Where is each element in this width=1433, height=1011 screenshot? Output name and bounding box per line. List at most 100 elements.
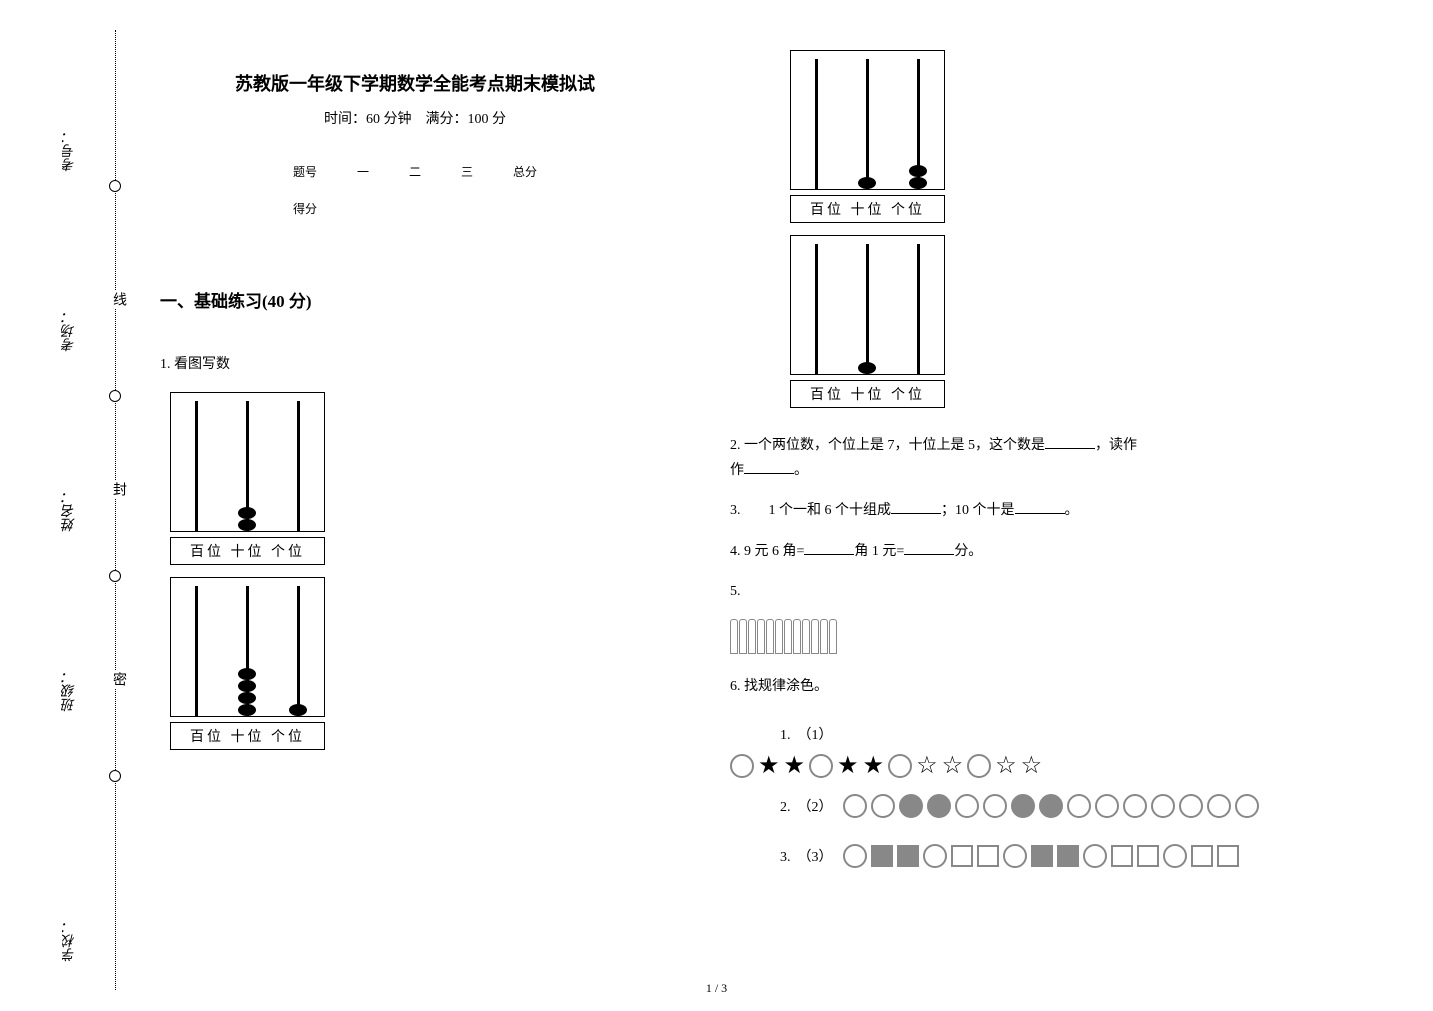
q2-text: ，读作 (1095, 438, 1137, 453)
abacus-ones-col (297, 586, 300, 716)
star-filled-icon: ★ (784, 754, 806, 778)
bead-icon (238, 704, 256, 716)
abacus-columns (171, 401, 324, 531)
abacus-diagram (790, 50, 945, 190)
book-icon (784, 619, 792, 654)
place-value-labels: 百位 十位 个位 (170, 722, 325, 750)
abacus-columns (791, 59, 944, 189)
table-cell: 二 (389, 153, 441, 190)
abacus-ones-col (917, 244, 920, 374)
book-icon (820, 619, 828, 654)
book-icon (739, 619, 747, 654)
book-icon (793, 619, 801, 654)
binding-char-line: 线 (108, 290, 128, 308)
circle-outline-icon (1179, 794, 1203, 818)
place-value-labels: 百位 十位 个位 (790, 380, 945, 408)
square-filled-icon (1031, 845, 1053, 867)
question-1-label: 1. 看图写数 (160, 352, 670, 377)
circle-filled-icon (1011, 794, 1035, 818)
abacus-diagram (170, 392, 325, 532)
table-cell (493, 190, 557, 227)
sub-item-3: 3. （3） (780, 836, 1310, 876)
circle-outline-icon (1207, 794, 1231, 818)
star-outline-icon: ☆ (1021, 754, 1043, 778)
q3-text: 。 (1065, 503, 1079, 518)
left-column: 苏教版一年级下学期数学全能考点期末模拟试 时间：60 分钟 满分：100 分 题… (160, 30, 670, 886)
pattern-3 (843, 844, 1239, 868)
question-3: 3. 1 个一和 6 个十组成；10 个十是。 (730, 498, 1310, 523)
star-filled-icon: ★ (758, 754, 780, 778)
circle-filled-icon (927, 794, 951, 818)
bead-icon (238, 519, 256, 531)
binding-label-class: 班级： (60, 670, 80, 712)
fill-blank (891, 500, 941, 514)
square-outline-icon (951, 845, 973, 867)
bead-icon (909, 165, 927, 177)
table-cell (337, 190, 389, 227)
binding-char-secret: 密 (108, 670, 128, 688)
bead-icon (909, 177, 927, 189)
book-icon (730, 619, 738, 654)
abacus-group: 百位 十位 个位 百位 十位 个位 (170, 392, 670, 750)
circle-outline-icon (955, 794, 979, 818)
square-outline-icon (977, 845, 999, 867)
q3-text: ；10 个十是 (941, 503, 1015, 518)
circle-filled-icon (1039, 794, 1063, 818)
page-container: 苏教版一年级下学期数学全能考点期末模拟试 时间：60 分钟 满分：100 分 题… (160, 30, 1400, 886)
circle-outline-icon (809, 754, 833, 778)
book-icon (748, 619, 756, 654)
exam-title: 苏教版一年级下学期数学全能考点期末模拟试 (160, 70, 670, 96)
circle-outline-icon (843, 794, 867, 818)
circle-outline-icon (983, 794, 1007, 818)
abacus-hundreds-col (195, 401, 198, 531)
pattern-1: ★★★★☆☆☆☆ (730, 754, 1310, 778)
circle-outline-icon (888, 754, 912, 778)
table-cell: 总分 (493, 153, 557, 190)
abacus-hundreds-col (815, 59, 818, 189)
table-row: 得分 (273, 190, 557, 227)
binding-char-seal: 封 (108, 480, 128, 498)
question-2: 2. 一个两位数，个位上是 7，十位上是 5，这个数是 ，读作作 。 (730, 433, 1310, 483)
sub-item-1: 1. （1） (780, 724, 1310, 744)
q2-text: 2. 一个两位数，个位上是 7，十位上是 5，这个数是 (730, 438, 1045, 453)
place-value-labels: 百位 十位 个位 (790, 195, 945, 223)
circle-outline-icon (1235, 794, 1259, 818)
circle-outline-icon (1003, 844, 1027, 868)
bookshelf-diagram (730, 619, 1310, 654)
star-filled-icon: ★ (863, 754, 885, 778)
score-table: 题号 一 二 三 总分 得分 (273, 153, 557, 227)
abacus-hundreds-col (815, 244, 818, 374)
book-icon (802, 619, 810, 654)
binding-label-room: 考场： (60, 310, 80, 352)
bead-icon (238, 668, 256, 680)
abacus-tens-col (866, 244, 869, 374)
binding-circle (109, 570, 121, 582)
question-6-label: 6. 找规律涂色。 (730, 674, 1310, 699)
q2-text-prefix: 作 (730, 463, 744, 478)
fill-blank (904, 541, 954, 555)
table-cell: 得分 (273, 190, 337, 227)
right-column: 百位 十位 个位 百位 十位 个位 2. 一个两位数，个位上是 7，十位上是 5… (730, 30, 1310, 886)
sub-label: 1. （1） (780, 724, 833, 744)
table-row: 题号 一 二 三 总分 (273, 153, 557, 190)
bead-icon (238, 680, 256, 692)
q4-text: 4. 9 元 6 角= (730, 544, 804, 559)
table-cell (389, 190, 441, 227)
book-icon (757, 619, 765, 654)
fill-blank (1015, 500, 1065, 514)
fill-blank (744, 460, 794, 474)
fill-blank (804, 541, 854, 555)
abacus-tens-col (246, 586, 249, 716)
star-outline-icon: ☆ (916, 754, 938, 778)
square-filled-icon (871, 845, 893, 867)
circle-outline-icon (1151, 794, 1175, 818)
binding-label-examno: 考号： (60, 130, 80, 172)
star-filled-icon: ★ (837, 754, 859, 778)
table-cell: 三 (441, 153, 493, 190)
star-outline-icon: ☆ (942, 754, 964, 778)
book-icon (766, 619, 774, 654)
circle-outline-icon (871, 794, 895, 818)
binding-dotted-line (115, 30, 116, 990)
q2-text: 。 (794, 463, 808, 478)
circle-filled-icon (899, 794, 923, 818)
